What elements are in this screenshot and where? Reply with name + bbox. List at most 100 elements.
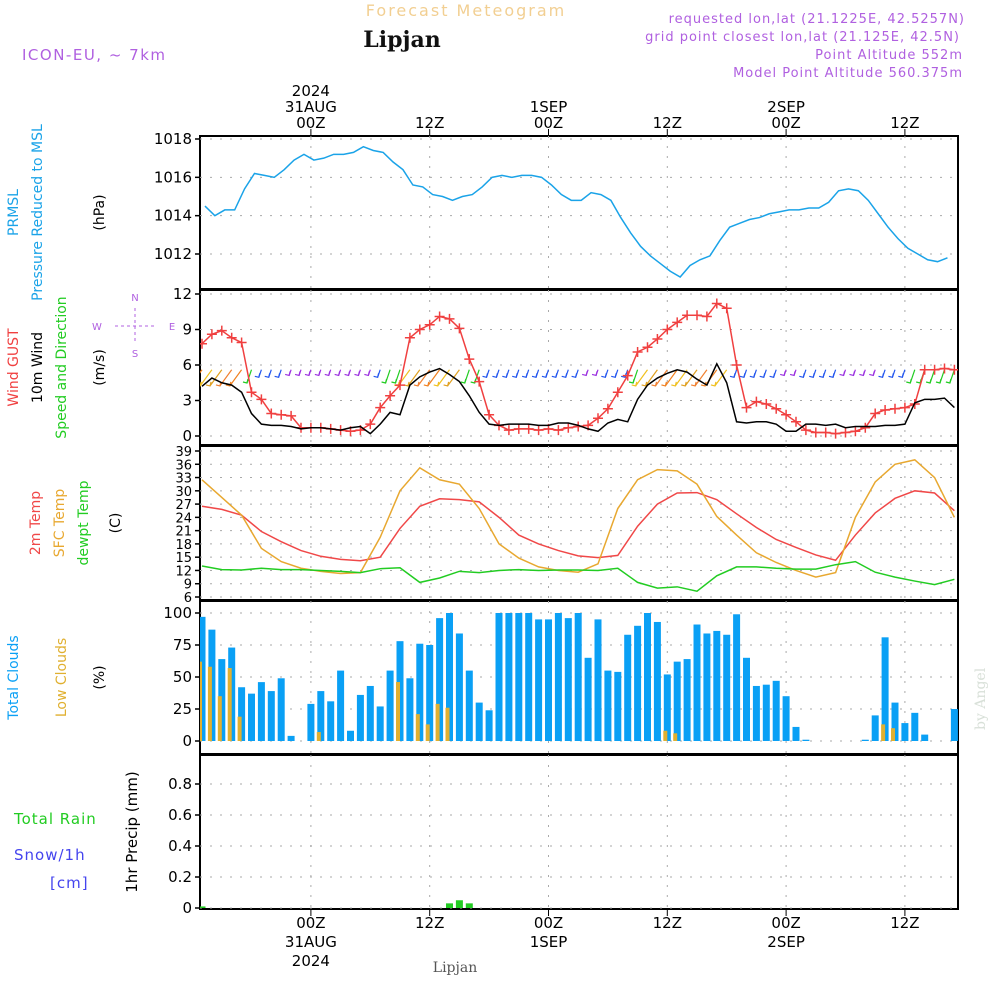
wind-arrow-head <box>242 378 249 384</box>
y-tick-label: 12 <box>175 564 192 579</box>
low-clouds-bar <box>227 668 232 741</box>
total-clouds-bar <box>772 680 780 741</box>
wind-arrow-head <box>739 373 746 379</box>
wind-arrow-head <box>935 378 942 384</box>
x-tick-label: 12Z <box>415 914 444 932</box>
y-tick-label: 12 <box>173 285 192 303</box>
compass-n: N <box>131 293 138 304</box>
wind-arrow-head <box>591 371 598 377</box>
y-tick-label: 0 <box>182 899 192 917</box>
gust-marker <box>236 337 247 348</box>
wind-arrow-head <box>413 381 420 387</box>
wind-arrow <box>664 369 678 387</box>
wind-arrow-head <box>906 378 912 384</box>
wind-arrow-head <box>403 381 410 387</box>
total-clouds-bar <box>257 682 265 741</box>
total-clouds-bar <box>515 613 523 741</box>
total-clouds-bar <box>683 659 691 741</box>
wind-arrow-head <box>285 371 291 377</box>
y-tick-label: 100 <box>163 604 192 622</box>
total-clouds-bar <box>406 678 414 741</box>
unit-label: (hPa) <box>92 194 108 230</box>
total-clouds-bar <box>376 706 384 741</box>
total-clouds-bar <box>287 735 295 741</box>
total-clouds-bar <box>248 693 255 741</box>
y-tick-label: 75 <box>173 636 192 654</box>
gust-marker <box>899 402 910 413</box>
y-tick-label: 9 <box>182 321 192 339</box>
total-clouds-bar <box>891 702 899 741</box>
model-label: ICON-EU, ~ 7km <box>22 46 167 64</box>
y-tick-label: 36 <box>175 458 192 473</box>
total-clouds-bar <box>861 739 869 741</box>
wind-arrow-head <box>470 378 477 384</box>
wind-arrow-head <box>582 371 588 377</box>
gust-marker <box>375 402 386 413</box>
panels: 1012 1014 1016 1018 PRMSL Pressure Reduced to… <box>6 124 959 917</box>
x-tick-label: 31AUG <box>285 98 337 116</box>
panel-body <box>201 459 956 593</box>
gust-marker <box>553 425 564 436</box>
watermark: by Angel <box>973 667 989 730</box>
total-clouds-bar <box>366 685 374 741</box>
gust-marker <box>206 329 217 340</box>
low-clouds-bar <box>396 682 400 741</box>
wind-arrow <box>209 369 223 387</box>
total-clouds-bar <box>703 633 711 741</box>
wind-arrow <box>427 369 441 387</box>
y-tick-label: 24 <box>175 511 192 526</box>
compass-rose: N S W E <box>92 293 175 360</box>
wind-arrow-head <box>631 381 638 387</box>
wind-arrow-head <box>460 378 467 384</box>
wind-arrow-head <box>878 373 885 379</box>
wind-arrow-head <box>521 373 528 379</box>
gust-marker <box>226 332 237 343</box>
low-clouds-bar <box>425 724 430 741</box>
total-clouds-bar <box>644 613 651 741</box>
panel-body <box>200 900 473 908</box>
panel-label: 10m Wind <box>30 332 46 403</box>
panel-label: Pressure Reduced to MSL <box>30 124 46 301</box>
gust-marker <box>800 425 811 436</box>
total-rain-bar <box>455 900 463 908</box>
total-clouds-bar <box>792 726 800 741</box>
total-clouds-bar <box>238 687 246 741</box>
x-tick-label: 12Z <box>890 114 919 132</box>
wind-arrow-head <box>641 381 648 387</box>
wind-arrow-head <box>769 373 776 379</box>
total-clouds-bar <box>584 657 592 741</box>
total-clouds-bar <box>723 634 731 741</box>
gust-marker <box>563 422 574 433</box>
gust-marker <box>602 403 613 414</box>
total-clouds-bar <box>485 710 493 741</box>
y-tick-label: 6 <box>184 591 192 606</box>
gust-marker <box>424 319 435 330</box>
total-clouds-bar <box>762 684 770 741</box>
low-clouds-bar <box>207 666 212 741</box>
x-tick-label: 1SEP <box>530 933 568 951</box>
point-altitude: Point Altitude 552m <box>815 48 963 63</box>
gust-marker <box>761 399 772 410</box>
y-tick-label: 0 <box>182 732 192 750</box>
gust-marker <box>810 427 821 438</box>
gust-marker <box>939 363 950 374</box>
low-clouds-bar <box>881 724 886 741</box>
wind-arrow-head <box>620 373 627 379</box>
wind-arrow-head <box>561 373 568 379</box>
gust-marker <box>642 342 653 353</box>
y-tick-label: 0 <box>182 427 192 445</box>
wind-arrow <box>684 369 698 387</box>
y-tick-label: 18 <box>175 538 192 553</box>
panel-4: 0 25 50 75 100 Total Clouds Low Clouds (%) <box>6 600 959 755</box>
y-tick-label: 0.2 <box>168 868 192 886</box>
total-clouds-bar <box>317 691 325 741</box>
gust-marker <box>395 380 405 391</box>
wind-arrows <box>200 369 955 387</box>
total-clouds-bar <box>525 613 533 741</box>
total-clouds-bar <box>386 670 394 741</box>
total-clouds-bar <box>743 657 750 741</box>
low-clouds-bar <box>316 732 321 741</box>
x-tick-label: 31AUG <box>285 933 337 951</box>
wind-arrow-head <box>391 378 398 384</box>
gust-marker <box>454 323 465 334</box>
